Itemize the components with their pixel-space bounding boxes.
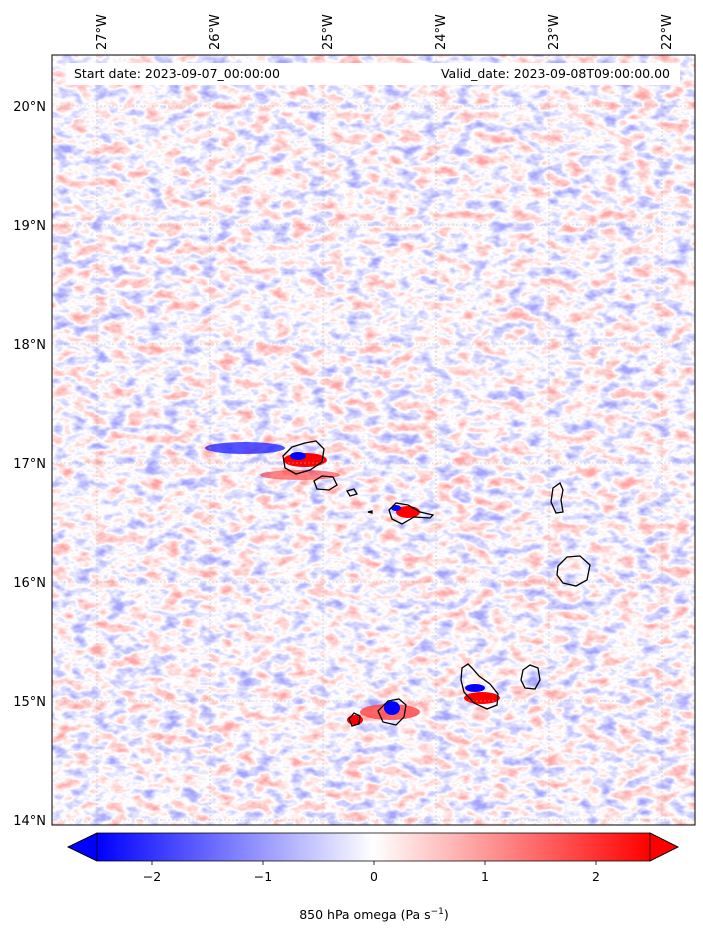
lon-label-23w: 23°W [547, 14, 562, 50]
start-date-label: Start date: 2023-09-07_00:00:00 [74, 66, 280, 81]
lon-label-22w: 22°W [660, 14, 675, 50]
island-maio [520, 664, 541, 690]
colorbar-tick-1: 1 [481, 869, 489, 884]
strong-blue-band [205, 442, 285, 454]
gridlines [52, 55, 695, 825]
colorbar: −2 −1 0 1 2 850 hPa omega (Pa s−1) [67, 832, 679, 922]
colorbar-tick-0: 0 [370, 869, 378, 884]
lon-label-26w: 26°W [208, 14, 223, 50]
sao-nicolau-blue [391, 505, 401, 511]
sao-antao-blue [290, 452, 306, 460]
island-santiago [460, 663, 499, 710]
colorbar-ticks [151, 861, 597, 865]
valid-date-label: Valid_date: 2023-09-08T09:00:00.00 [441, 66, 670, 81]
island-sao-vicente [313, 475, 338, 491]
coastlines [282, 440, 591, 727]
lat-label-14n: 14°N [13, 814, 46, 829]
colorbar-tick-neg2: −2 [143, 869, 161, 884]
lat-label-18n: 18°N [13, 338, 46, 353]
map-frame [51, 54, 696, 826]
lon-label-25w: 25°W [321, 14, 336, 50]
info-banner [66, 63, 680, 85]
island-brava [348, 712, 361, 727]
colorbar-tick-2: 2 [592, 869, 600, 884]
island-boa-vista [556, 555, 591, 587]
colorbar-body [97, 833, 650, 861]
island-santo-antao [282, 440, 325, 475]
colorbar-outline [67, 832, 679, 862]
strong-red-band [260, 470, 340, 480]
lon-label-24w: 24°W [434, 14, 449, 50]
lat-label-16n: 16°N [13, 576, 46, 591]
colorbar-max-extend [649, 832, 679, 862]
colorbar-tick-neg1: −1 [254, 869, 272, 884]
omega-field [52, 55, 695, 825]
colorbar-title: 850 hPa omega (Pa s−1) [299, 907, 449, 922]
colorbar-min-extend [67, 832, 98, 862]
island-fogo [377, 698, 407, 726]
island-sao-nicolau [388, 502, 435, 525]
island-ilheu [367, 510, 373, 514]
lat-label-17n: 17°N [13, 457, 46, 472]
lat-label-19n: 19°N [13, 219, 46, 234]
fogo-blue [384, 701, 400, 715]
island-sal [550, 482, 564, 514]
santiago-blue [465, 684, 485, 692]
lon-label-27w: 27°W [95, 14, 110, 50]
island-santa-luzia [346, 488, 358, 497]
lat-label-15n: 15°N [13, 695, 46, 710]
lat-label-20n: 20°N [13, 100, 46, 115]
